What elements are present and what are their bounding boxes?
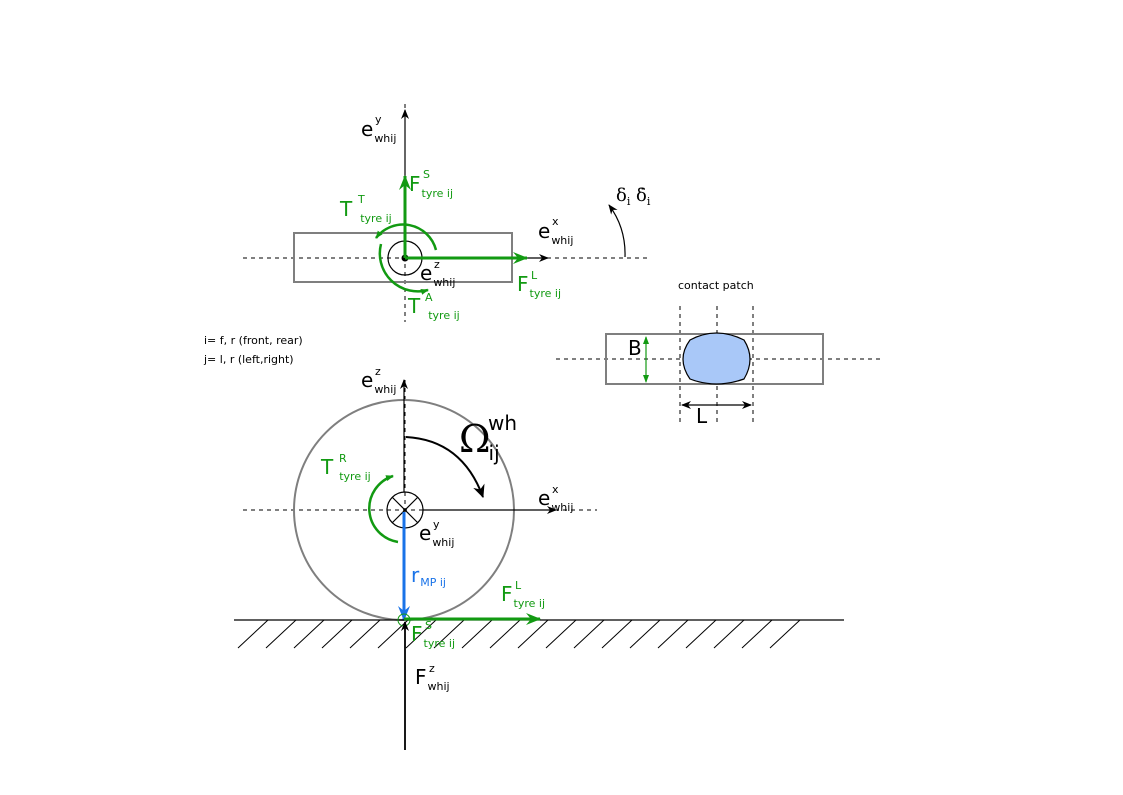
label-force-long-side: Ftyre ij [501,582,545,610]
label-axis-z-top: ewhij [420,261,455,289]
label-omega-sup: wh [488,411,517,435]
label-axis-x-side: ewhij [538,486,573,514]
contact-patch-shape [682,332,751,385]
contact-patch-title: contact patch [678,279,754,292]
steer-angle-arc [608,204,626,258]
label-steer-angle: δi [616,185,631,208]
label-axis-x-top-sup: x [552,215,559,228]
patch-length-label: L [696,404,708,428]
omega-rotation-arc [405,436,485,498]
label-force-vertical: Fwhij [415,665,450,693]
label-axis-y-side: ewhij [419,521,454,549]
index-legend: i= f, r (front, rear) j= l, r (left,righ… [203,334,303,366]
label-torque-t-sup: T [357,193,365,206]
label-force-vertical-sup: z [429,662,435,675]
torque-r-arc [368,474,399,544]
label-steer-rate: δ̇i [636,185,651,208]
label-force-side-side: Ftyre ij [411,622,455,650]
torque-a-arc [378,243,429,295]
label-force-long-top-sup: L [531,269,538,282]
label-axis-y-side-sup: y [433,518,440,531]
label-axis-z-side: ewhij [361,368,396,396]
legend-line-i: i= f, r (front, rear) [204,334,303,347]
contact-patch-view: contact patch B L [556,279,880,428]
label-axis-y-top: ewhij [361,117,396,145]
label-omega: Ωij [459,417,500,465]
label-torque-r-sup: R [339,452,347,465]
label-force-side-top-sup: S [423,168,430,181]
label-force-long-top: Ftyre ij [517,272,561,300]
label-axis-x-side-sup: x [552,483,559,496]
label-axis-y-top-sup: y [375,113,382,126]
label-torque-a-sup: A [425,291,433,304]
ground-hatching [237,619,801,649]
torque-t-arc [375,223,438,251]
legend-line-j: j= l, r (left,right) [203,353,294,366]
label-radius: rMP ij [411,563,446,589]
hub-cross-b [391,496,419,524]
label-axis-z-top-sup: z [434,258,440,271]
label-force-long-side-sup: L [515,579,522,592]
patch-width-label: B [628,336,642,360]
label-force-side-side-sup: S [425,619,432,632]
label-force-side-top: Ftyre ij [409,172,453,200]
label-axis-x-top: ewhij [538,219,573,247]
label-axis-z-side-sup: z [375,365,381,378]
